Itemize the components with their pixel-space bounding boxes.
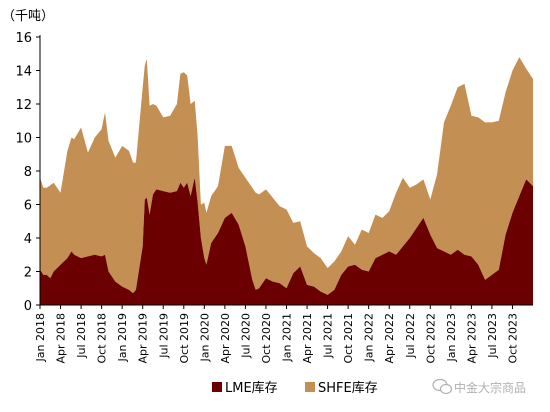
- y-tick-label: 2: [24, 266, 32, 281]
- x-tick-label: Oct 2018: [96, 313, 109, 364]
- y-tick-label: 12: [15, 98, 32, 113]
- x-tick-label: Jul 2023: [486, 313, 499, 359]
- x-tick-label: Jan 2019: [116, 313, 129, 362]
- x-tick-label: Oct 2019: [178, 313, 191, 364]
- x-tick-label: Jan 2022: [363, 313, 376, 362]
- y-tick-label: 14: [15, 65, 32, 80]
- x-axis: Jan 2018 Apr 2018 Jul 2018 Oct 2018 Jan 2019…: [34, 304, 533, 364]
- x-tick-label: Jul 2020: [239, 313, 252, 359]
- x-tick-label: Apr 2023: [465, 313, 478, 364]
- y-tick-label: 16: [15, 31, 32, 46]
- x-tick-label: Jan 2018: [34, 313, 47, 362]
- x-tick-label: Oct 2021: [342, 313, 355, 364]
- y-tick-label: 10: [15, 132, 32, 147]
- legend-swatch-shfe: [305, 382, 315, 392]
- wechat-icon: [432, 378, 453, 395]
- x-tick-label: Jul 2019: [157, 313, 170, 359]
- y-tick-label: 0: [24, 299, 32, 314]
- legend-label-shfe: SHFE库存: [318, 380, 378, 396]
- x-tick-label: Apr 2020: [219, 313, 232, 364]
- x-tick-label: Jul 2022: [404, 313, 417, 359]
- x-tick-label: Apr 2019: [137, 313, 150, 364]
- watermark: 中金大宗商品: [432, 378, 526, 395]
- x-tick-label: Apr 2022: [383, 313, 396, 364]
- x-tick-label: Jan 2020: [198, 313, 211, 362]
- y-tick-label: 4: [24, 232, 32, 247]
- y-tick-label: 8: [24, 165, 32, 180]
- legend: LME库存 SHFE库存: [212, 380, 378, 396]
- y-tick-label: 6: [24, 199, 32, 214]
- x-tick-label: Apr 2021: [301, 313, 314, 364]
- legend-label-lme: LME库存: [225, 380, 278, 396]
- x-tick-label: Jul 2018: [75, 313, 88, 359]
- watermark-text: 中金大宗商品: [454, 380, 526, 395]
- x-tick-label: Oct 2023: [507, 313, 520, 364]
- legend-swatch-lme: [212, 382, 222, 392]
- x-tick-label: Jan 2023: [445, 313, 458, 362]
- y-axis: 0 2 4 6 8 10 12 14 16: [15, 31, 41, 314]
- x-tick-label: Jan 2021: [281, 313, 294, 362]
- x-tick-label: Oct 2022: [424, 313, 437, 364]
- x-tick-label: Oct 2020: [260, 313, 273, 364]
- series-area-lme: [40, 177, 533, 305]
- x-tick-label: Jul 2021: [322, 313, 335, 359]
- x-tick-label: Apr 2018: [55, 313, 68, 364]
- unit-label: （千吨）: [2, 9, 54, 24]
- series-area-shfe: [40, 57, 533, 295]
- areas-layer: [40, 57, 533, 305]
